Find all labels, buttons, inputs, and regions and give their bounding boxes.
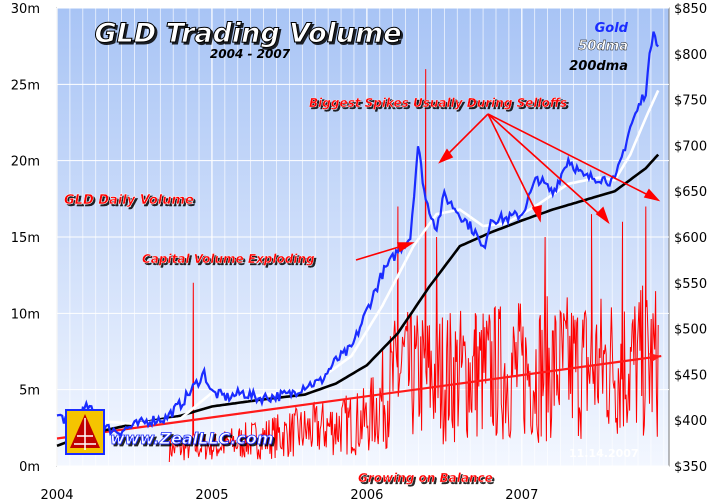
date-stamp: 11.14.2007 [569, 447, 639, 460]
chart-title: GLD Trading Volume [94, 18, 401, 49]
y-right-tick-label: $500 [674, 323, 707, 338]
y-left-tick-label: 15m [11, 231, 40, 246]
legend-gold: Gold [595, 21, 629, 36]
y-right-tick-label: $450 [674, 368, 707, 383]
series-50dma [87, 89, 660, 426]
y-right-tick-label: $550 [674, 277, 707, 292]
volume-trendline-arrowhead [649, 353, 662, 363]
annotation-capital-volume: Capital Volume Exploding [142, 252, 315, 266]
y-left-tick-label: 30m [11, 2, 40, 17]
y-left-tick-label: 10m [11, 307, 40, 322]
x-tick-label: 2007 [505, 488, 538, 503]
y-left-tick-label: 20m [11, 155, 40, 170]
website-label: www.ZealLLC.com [110, 429, 274, 448]
legend-50dma: 50dma [578, 39, 628, 54]
y-right-tick-label: $850 [674, 2, 707, 17]
y-right-tick-label: $700 [674, 139, 707, 154]
series-gold [56, 31, 660, 438]
legend-200dma: 200dma [569, 59, 628, 74]
x-tick-label: 2004 [40, 488, 73, 503]
price-lines [56, 31, 660, 448]
volume-line [168, 69, 659, 463]
x-tick-label: 2005 [195, 488, 228, 503]
y-right-tick-label: $600 [674, 231, 707, 246]
y-left-tick-label: 5m [19, 384, 40, 399]
y-right-tick-label: $400 [674, 414, 707, 429]
y-right-tick-label: $750 [674, 94, 707, 109]
annotation-arrows [355, 113, 661, 261]
volume-series [56, 69, 662, 463]
annotation-biggest-spikes: Biggest Spikes Usually During Selloffs [309, 96, 567, 110]
y-right-tick-label: $350 [674, 460, 707, 475]
y-left-tick-label: 25m [11, 78, 40, 93]
volume-trendline [56, 354, 662, 440]
x-tick-label: 2006 [350, 488, 383, 503]
y-right-tick-label: $800 [674, 48, 707, 63]
annotation-gld-daily-volume: GLD Daily Volume [64, 193, 194, 208]
chart-subtitle: 2004 - 2007 [210, 47, 291, 61]
zeal-logo [65, 409, 105, 455]
y-left-tick-label: 0m [19, 460, 40, 475]
axes: 0m 5m 10m 15m 20m 25m 30m $350 $400 $450 $500 $550 $… [11, 2, 707, 503]
annotation-growing-balance: Growing on Balance [358, 471, 493, 485]
y-right-tick-label: $650 [674, 185, 707, 200]
